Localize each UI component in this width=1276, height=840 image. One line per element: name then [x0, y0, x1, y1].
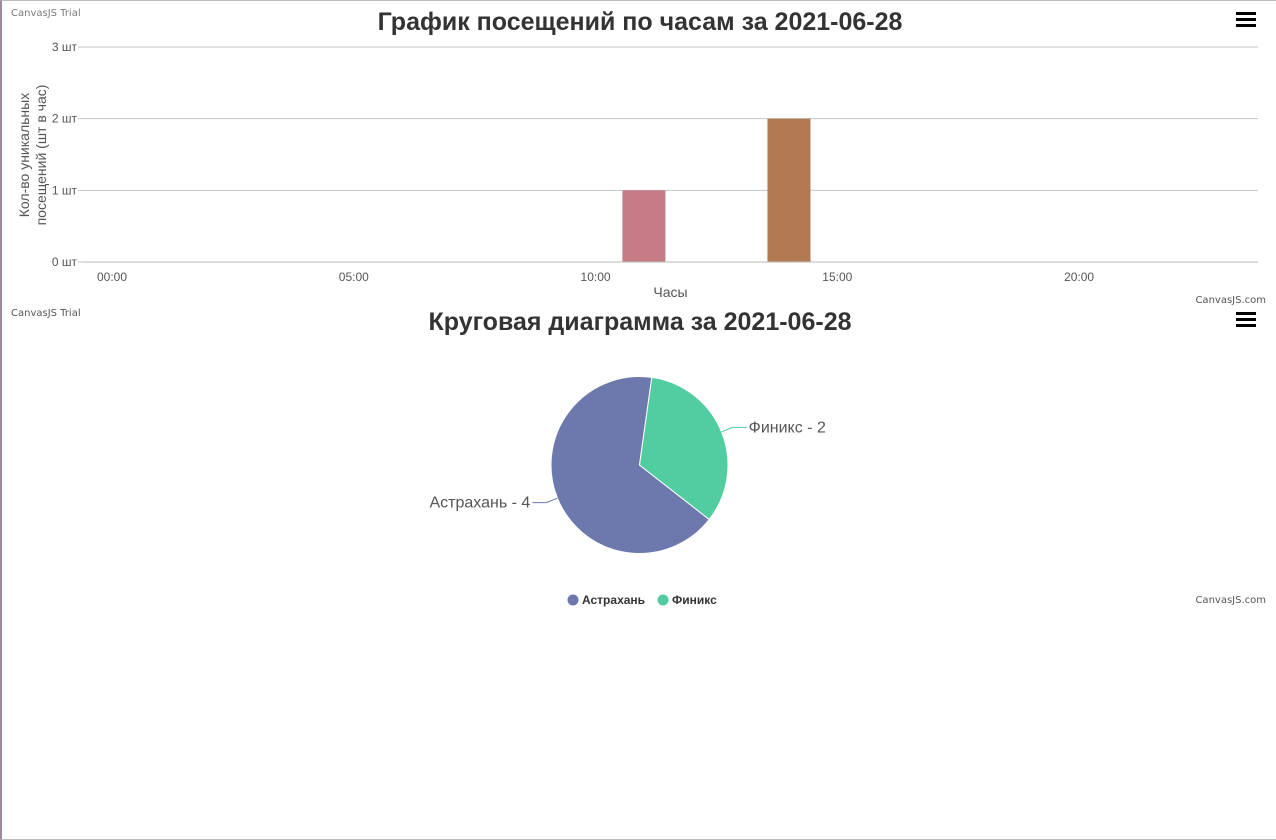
- legend-label: Финикс: [672, 593, 717, 607]
- credit-label[interactable]: CanvasJS.com: [1195, 295, 1266, 306]
- pie-label-connector: [532, 497, 558, 504]
- y-tick-label: 0 шт: [52, 255, 78, 269]
- hamburger-menu-icon[interactable]: [1236, 12, 1256, 32]
- x-axis-title: Часы: [653, 284, 687, 300]
- x-tick-label: 10:00: [581, 270, 611, 284]
- pie-data-label: Астрахань - 4: [430, 495, 531, 512]
- x-tick-label: 00:00: [97, 270, 127, 284]
- watermark-label: CanvasJS Trial: [11, 308, 81, 319]
- y-tick-label: 2 шт: [52, 112, 78, 126]
- bar-chart-plot: 0 шт 1 шт 2 шт 3 шт 00:00 05:00 10:00 15:00 20:0…: [16, 40, 1258, 300]
- bar-chart-title: График посещений по часам за 2021-06-28: [377, 8, 903, 36]
- bar-hour-14: [767, 118, 811, 263]
- y-tick-label: 1 шт: [52, 183, 78, 197]
- hamburger-menu-icon[interactable]: [1236, 312, 1256, 332]
- x-tick-label: 05:00: [339, 270, 369, 284]
- pie-chart-title: Круговая диаграмма за 2021-06-28: [428, 308, 852, 336]
- y-tick-label: 3 шт: [52, 40, 78, 54]
- credit-label[interactable]: CanvasJS.com: [1195, 595, 1266, 606]
- legend-marker: [657, 594, 669, 606]
- pie-chart: CanvasJS Trial Круговая диаграмма за 202…: [0, 300, 1276, 610]
- x-tick-label: 20:00: [1064, 270, 1094, 284]
- legend-label: Астрахань: [582, 593, 645, 607]
- watermark-label: CanvasJS Trial: [11, 8, 81, 19]
- pie-chart-plot: Астрахань - 4 Финикс - 2 Астрахань Финикс: [430, 376, 826, 607]
- pie-data-label: Финикс - 2: [749, 419, 826, 436]
- x-tick-label: 15:00: [822, 270, 852, 284]
- hourly-visits-chart: CanvasJS Trial График посещений по часам…: [0, 0, 1276, 306]
- pie-slice-1: [550, 376, 710, 554]
- bar-hour-11: [622, 190, 666, 262]
- pie-slice-2: [638, 376, 729, 521]
- y-axis-title: Кол-во уникальныхпосещений (шт в час): [16, 85, 49, 226]
- pie-label-connector: [721, 426, 747, 433]
- legend-marker: [567, 594, 579, 606]
